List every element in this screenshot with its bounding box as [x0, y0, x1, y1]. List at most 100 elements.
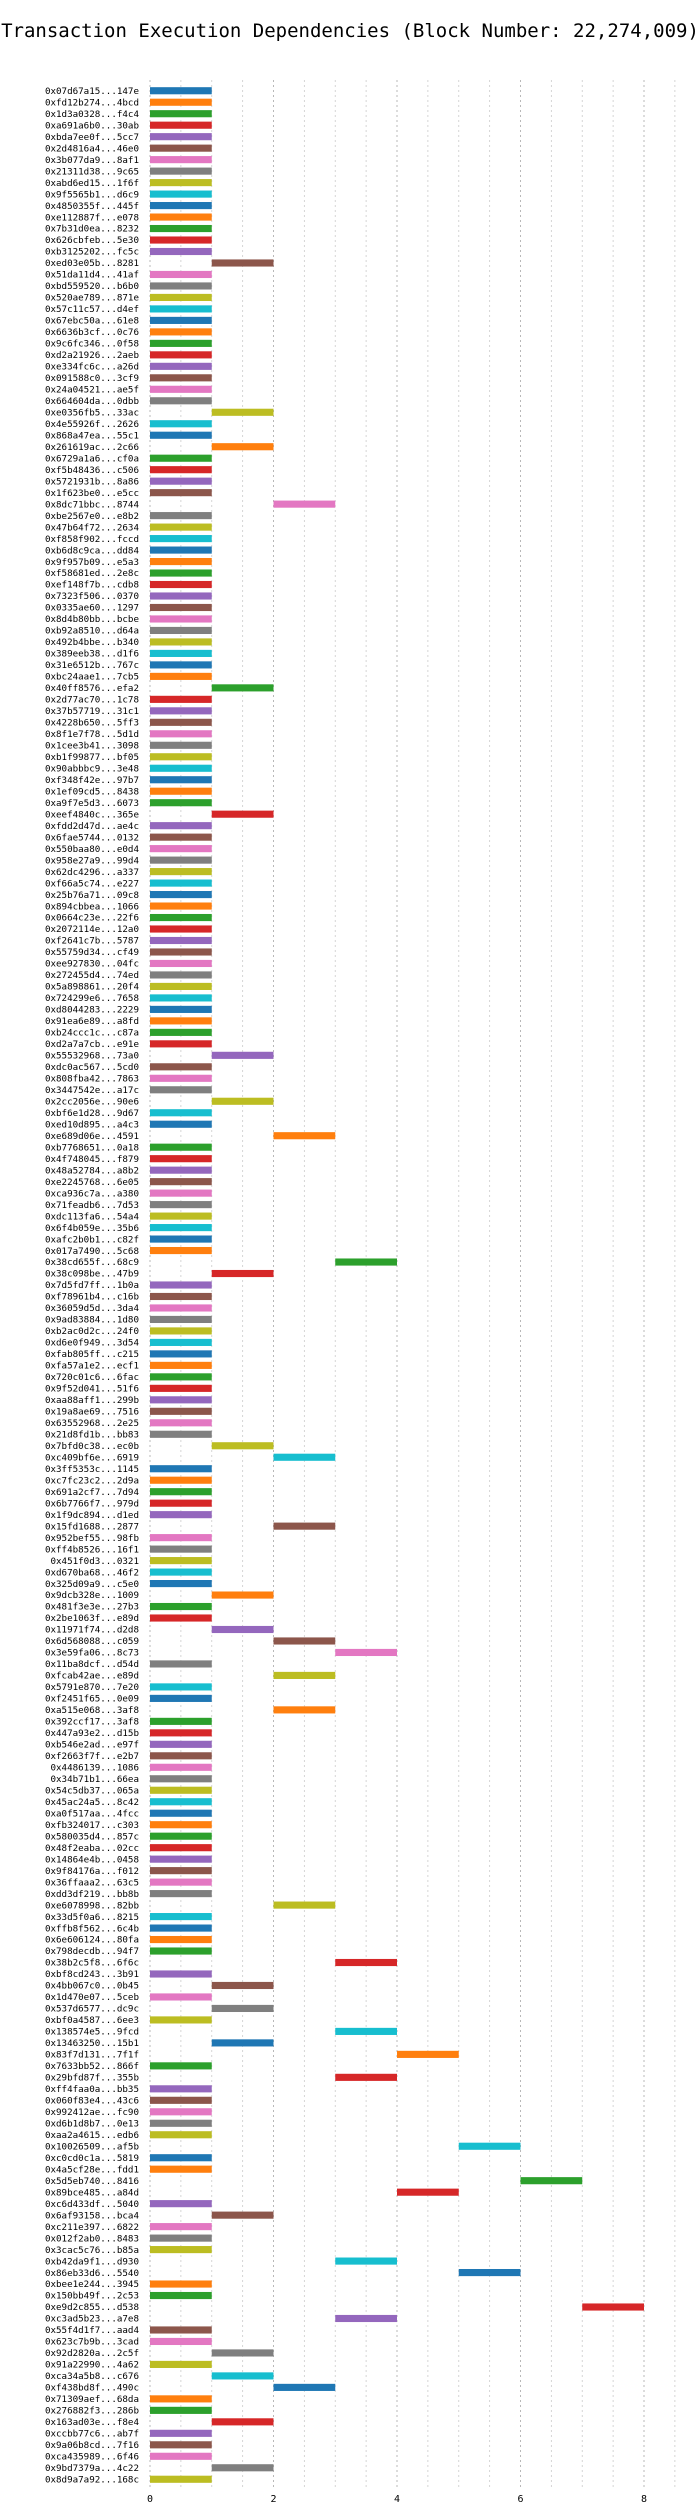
tx-hash-label: 0xe0356fb5...33ac — [45, 407, 139, 418]
tx-hash-label: 0xd2a21926...2aeb — [45, 350, 139, 361]
dependency-bar — [150, 1189, 212, 1197]
dependency-bar — [150, 397, 212, 405]
tx-hash-label: 0x6636b3cf...0c76 — [45, 327, 139, 338]
tx-hash-label: 0x90abbbc9...3e48 — [45, 763, 139, 774]
dependency-bar — [150, 1304, 212, 1312]
tx-hash-label: 0xdc0ac567...5cd0 — [45, 1062, 139, 1073]
dependency-bar — [150, 2452, 212, 2460]
dependency-bar — [273, 1453, 336, 1461]
tx-hash-label: 0x6e606124...80fa — [45, 1935, 139, 1946]
tx-hash-label: 0xca34a5b8...c676 — [45, 2371, 139, 2382]
chart-title: Transaction Execution Dependencies (Bloc… — [1, 20, 699, 42]
tx-hash-label: 0x3e59fa06...8c73 — [45, 1648, 139, 1659]
dependency-bar — [273, 1901, 336, 1909]
tx-hash-label: 0xef148f7b...cdb8 — [45, 580, 139, 591]
dependency-bar — [150, 1074, 212, 1082]
tx-hash-label: 0x10026509...af5b — [45, 2141, 139, 2152]
tx-hash-label: 0x38c098be...47b9 — [45, 1269, 139, 1280]
tx-hash-label: 0x89bce485...a84d — [45, 2187, 139, 2198]
dependency-bar — [150, 1775, 212, 1783]
dependency-bar — [211, 443, 274, 451]
dependency-bar — [211, 2039, 274, 2047]
tx-hash-label: 0x38b2c5f8...6f6c — [45, 1958, 139, 1969]
tx-hash-label: 0x720c01c6...6fac — [45, 1372, 139, 1383]
tx-hash-label: 0x24a04521...ae5f — [45, 385, 139, 396]
dependency-bar — [150, 2234, 212, 2242]
tx-hash-label: 0x91a22990...4a62 — [45, 2360, 139, 2371]
tx-hash-label: 0x48f2eaba...02cc — [45, 1843, 139, 1854]
tx-hash-label: 0xd2a7a7cb...e91e — [45, 1039, 139, 1050]
dependency-bar — [150, 213, 212, 221]
tx-hash-label: 0xf438bd8f...490c — [45, 2383, 139, 2394]
tx-hash-label: 0x36ffaaa2...63c5 — [45, 1877, 139, 1888]
tx-hash-label: 0xc409bf6e...6919 — [45, 1452, 139, 1463]
tx-hash-label: 0x580035d4...857c — [45, 1831, 139, 1842]
tx-hash-label: 0xbd559520...b6b0 — [45, 281, 139, 292]
dependency-bar — [150, 2223, 212, 2231]
dependency-bar — [150, 1534, 212, 1542]
dependency-bar — [273, 500, 336, 508]
tx-hash-label: 0xf5b48436...c506 — [45, 465, 139, 476]
tx-hash-label: 0x481f3e3e...27b3 — [45, 1602, 139, 1613]
dependency-bar — [150, 454, 212, 462]
dependency-bar — [211, 259, 274, 267]
tx-hash-label: 0x31e6512b...767c — [45, 660, 139, 671]
tx-hash-label: 0x0335ae60...1297 — [45, 603, 139, 614]
dependency-bar — [150, 339, 212, 347]
tx-hash-label: 0x2d4816a4...46e0 — [45, 143, 139, 154]
dependency-bar — [150, 144, 212, 152]
tx-hash-label: 0xf66a5c74...e227 — [45, 878, 139, 889]
dependency-bar — [211, 408, 274, 416]
dependency-bar — [150, 603, 212, 612]
tx-hash-label: 0x5791e870...7e20 — [45, 1682, 139, 1693]
tx-hash-label: 0xf2451f65...0e09 — [45, 1694, 139, 1705]
tx-hash-label: 0x2d77ac70...1c78 — [45, 695, 139, 706]
dependency-bar — [582, 2303, 644, 2311]
dependency-bar — [150, 1109, 212, 1117]
dependency-bar — [150, 2108, 212, 2116]
dependency-bar — [150, 224, 212, 233]
tx-hash-label: 0xca435989...6f46 — [45, 2451, 139, 2462]
dependency-bar — [150, 1040, 212, 1048]
tx-hash-label: 0xf858f902...fccd — [45, 534, 139, 545]
tx-hash-label: 0xccbb77c6...ab7f — [45, 2429, 139, 2440]
tx-hash-label: 0x19a8ae69...7516 — [45, 1407, 139, 1418]
tx-hash-label: 0xbe2567e0...e8b2 — [45, 511, 139, 522]
dependency-bar — [150, 1166, 212, 1174]
dependency-bar — [520, 2177, 583, 2185]
tx-hash-label: 0xed10d895...a4c3 — [45, 1119, 139, 1130]
dependency-bar — [150, 1798, 212, 1806]
dependency-bar — [150, 1729, 212, 1737]
tx-hash-label: 0xc6d433df...5040 — [45, 2199, 139, 2210]
x-tick-label: 8 — [641, 2494, 647, 2505]
dependency-bar — [150, 741, 212, 749]
tx-hash-label: 0xdd3df219...bb8b — [45, 1889, 139, 1900]
tx-hash-label: 0x7323f506...0370 — [45, 591, 139, 602]
dependency-bar — [150, 190, 212, 198]
tx-hash-label: 0xeef4840c...365e — [45, 809, 139, 820]
tx-hash-label: 0x4f748045...f879 — [45, 1154, 139, 1165]
tx-hash-label: 0x25b76a71...09c8 — [45, 890, 139, 901]
tx-hash-label: 0x7b31d0ea...8232 — [45, 224, 139, 235]
dependency-bar — [150, 1844, 212, 1852]
tx-hash-label: 0x6b7766f7...979d — [45, 1498, 139, 1509]
tx-hash-label: 0x6f4b059e...35b6 — [45, 1223, 139, 1234]
bar-layer — [150, 87, 644, 2483]
tx-hash-label: 0xb92a8510...d64a — [45, 626, 139, 637]
dependency-bar — [150, 1235, 212, 1243]
tx-hash-label: 0x9f957b09...e5a3 — [45, 557, 139, 568]
dependency-bar — [150, 879, 212, 887]
tx-hash-label: 0xfab805ff...c215 — [45, 1349, 139, 1360]
dependency-bar — [150, 179, 212, 187]
dependency-bar — [150, 787, 212, 795]
tx-hash-label: 0x2072114e...12a0 — [45, 924, 139, 935]
tx-hash-label: 0x163ad03e...f8e4 — [45, 2417, 140, 2428]
tx-hash-label: 0x36059d5d...3da4 — [45, 1303, 140, 1314]
dependency-bar — [150, 845, 212, 853]
dependency-bar — [150, 1913, 212, 1921]
dependency-bar — [211, 1625, 274, 1634]
dependency-bar — [335, 2314, 397, 2323]
tx-hash-label: 0x9a06b8cd...7f16 — [45, 2440, 139, 2451]
dependency-bar — [150, 718, 212, 726]
dependency-bar — [150, 87, 212, 95]
